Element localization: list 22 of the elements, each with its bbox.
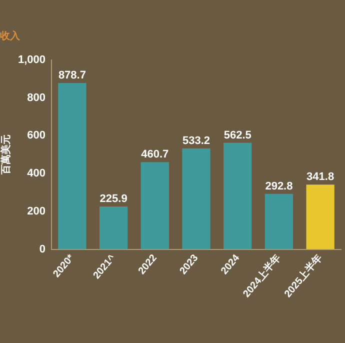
bar — [140, 162, 169, 250]
y-tick-label: 800 — [27, 92, 46, 104]
bar — [99, 206, 128, 250]
bar — [224, 142, 252, 250]
y-tick-label: 600 — [27, 130, 46, 142]
bar — [182, 148, 210, 250]
data-label: 533.2 — [182, 134, 210, 147]
data-label: 341.8 — [306, 171, 334, 184]
data-label: 460.7 — [141, 148, 169, 161]
y-tick-label: 1,000 — [18, 54, 46, 66]
y-tick-label: 0 — [39, 243, 46, 256]
data-label: 878.7 — [58, 69, 86, 82]
y-tick-label: 400 — [27, 168, 46, 180]
bar — [306, 184, 334, 250]
y-axis-title: 百萬美元 — [0, 134, 12, 176]
y-tick-label: 200 — [27, 205, 46, 218]
data-label: 562.5 — [224, 129, 252, 142]
bar — [58, 82, 86, 250]
bar — [264, 194, 294, 250]
data-label: 292.8 — [265, 180, 293, 192]
chart-title: 收入 — [0, 30, 21, 42]
data-label: 225.9 — [100, 193, 128, 206]
